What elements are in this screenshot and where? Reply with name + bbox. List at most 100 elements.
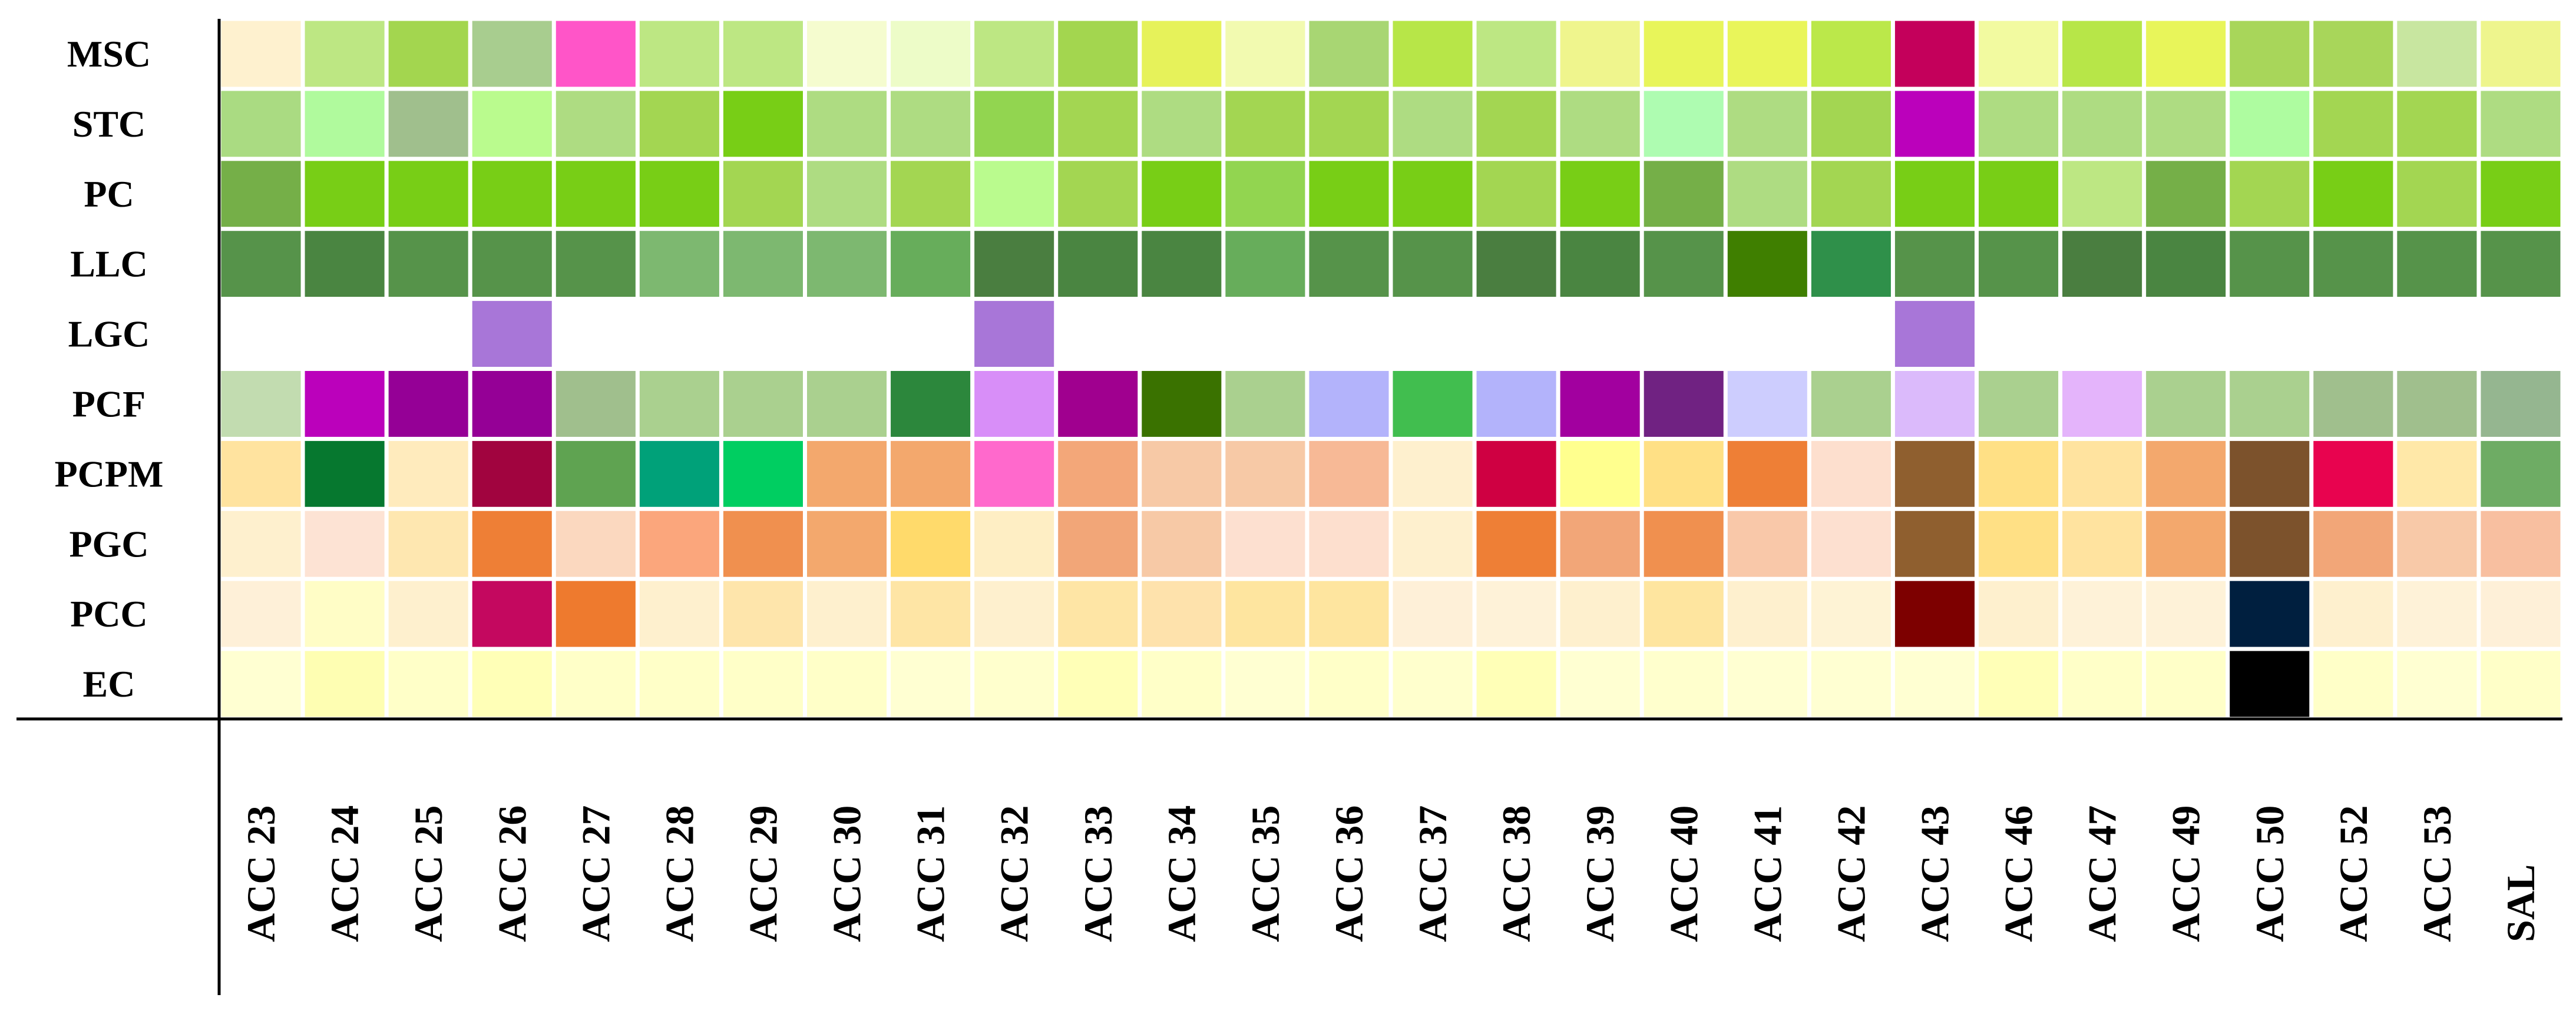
column-label: ACC 43 <box>1912 806 1957 942</box>
heatmap-cell <box>1225 371 1305 437</box>
heatmap-cell <box>1894 511 1975 577</box>
column-label: ACC 46 <box>1996 806 2041 942</box>
heatmap-cell <box>723 651 803 717</box>
column-label: ACC 23 <box>239 806 283 942</box>
heatmap-cell <box>2481 301 2561 367</box>
column-label: ACC 49 <box>2164 806 2208 942</box>
heatmap-cell <box>891 651 971 717</box>
heatmap-cell <box>1894 651 1975 717</box>
heatmap-cell <box>1309 581 1389 647</box>
heatmap-cell <box>1058 371 1138 437</box>
row-label: MSC <box>67 33 151 75</box>
heatmap-cell <box>1393 231 1473 297</box>
heatmap-cell <box>1309 511 1389 577</box>
heatmap-cell <box>1811 161 1891 227</box>
heatmap-cell <box>2397 301 2477 367</box>
heatmap-cell <box>1309 371 1389 437</box>
heatmap-cell <box>723 91 803 157</box>
heatmap-cell <box>2397 231 2477 297</box>
heatmap-cell <box>1979 371 2059 437</box>
heatmap-cell <box>2146 161 2226 227</box>
heatmap-cell <box>1894 231 1975 297</box>
heatmap-cell <box>1560 371 1640 437</box>
row-label: PGC <box>69 523 148 565</box>
heatmap-cell <box>2397 581 2477 647</box>
heatmap-cell <box>1225 21 1305 87</box>
heatmap-cell <box>1142 651 1222 717</box>
heatmap-cell <box>1894 371 1975 437</box>
heatmap-cell <box>305 511 385 577</box>
heatmap-cell <box>639 21 719 87</box>
column-label: ACC 28 <box>657 806 702 942</box>
heatmap-cell <box>305 651 385 717</box>
column-label: ACC 35 <box>1243 806 1288 942</box>
heatmap-cell <box>1225 91 1305 157</box>
heatmap-cell <box>221 21 301 87</box>
heatmap-cell <box>221 581 301 647</box>
heatmap-cell <box>221 301 301 367</box>
heatmap-cell <box>723 161 803 227</box>
heatmap-cell <box>1058 581 1138 647</box>
column-labels: ACC 23 ACC 24 ACC 25 ACC 26 ACC 27 ACC 28 ACC … <box>239 806 2543 942</box>
heatmap-cell <box>1560 651 1640 717</box>
heatmap-cell <box>639 651 719 717</box>
heatmap-cell <box>388 440 468 507</box>
heatmap-cell <box>472 91 552 157</box>
heatmap-cell <box>1393 371 1473 437</box>
heatmap-cell <box>974 91 1054 157</box>
heatmap-cell <box>1309 91 1389 157</box>
heatmap-cell <box>1058 91 1138 157</box>
heatmap-cell <box>1644 161 1724 227</box>
heatmap-cell <box>1644 21 1724 87</box>
column-label: ACC 37 <box>1410 806 1455 942</box>
heatmap-cell <box>1979 301 2059 367</box>
column-label: ACC 39 <box>1578 806 1622 942</box>
heatmap-cell <box>305 21 385 87</box>
heatmap-cell <box>891 440 971 507</box>
heatmap-cell <box>1058 161 1138 227</box>
heatmap-cell <box>1476 231 1556 297</box>
heatmap-cell <box>472 651 552 717</box>
heatmap-cell <box>1476 301 1556 367</box>
row-label: LGC <box>68 313 150 355</box>
heatmap-cell <box>1644 301 1724 367</box>
heatmap-cell <box>1225 581 1305 647</box>
heatmap-cell <box>2062 440 2142 507</box>
heatmap-cell <box>221 231 301 297</box>
column-label: ACC 40 <box>1661 806 1706 942</box>
heatmap-cell <box>807 440 887 507</box>
heatmap-cell <box>1476 651 1556 717</box>
heatmap-cell <box>1058 511 1138 577</box>
heatmap-cell <box>1476 91 1556 157</box>
heatmap-cell <box>974 371 1054 437</box>
heatmap-cell <box>723 440 803 507</box>
heatmap-cell <box>472 371 552 437</box>
heatmap-cell <box>807 231 887 297</box>
heatmap-cell <box>305 91 385 157</box>
heatmap-cell <box>2481 91 2561 157</box>
heatmap-cell <box>639 511 719 577</box>
heatmap-cell <box>221 651 301 717</box>
heatmap-cell <box>2397 651 2477 717</box>
heatmap-cell <box>1309 161 1389 227</box>
heatmap-cell <box>472 161 552 227</box>
heatmap-cell <box>1393 581 1473 647</box>
heatmap-cell <box>723 231 803 297</box>
column-label: ACC 25 <box>406 806 451 942</box>
heatmap-cell <box>305 440 385 507</box>
heatmap-cell <box>1560 511 1640 577</box>
heatmap-cell <box>974 511 1054 577</box>
heatmap-cell <box>2313 511 2393 577</box>
heatmap-cell <box>555 651 636 717</box>
heatmap-cell <box>1811 231 1891 297</box>
heatmap-cell <box>639 371 719 437</box>
heatmap-cell <box>639 161 719 227</box>
heatmap-cell <box>891 21 971 87</box>
row-label: PC <box>84 173 134 215</box>
heatmap-cell <box>2230 161 2310 227</box>
heatmap-cell <box>1309 651 1389 717</box>
heatmap-cell <box>472 440 552 507</box>
column-label: ACC 41 <box>1745 806 1790 942</box>
row-label: PCC <box>70 593 148 635</box>
